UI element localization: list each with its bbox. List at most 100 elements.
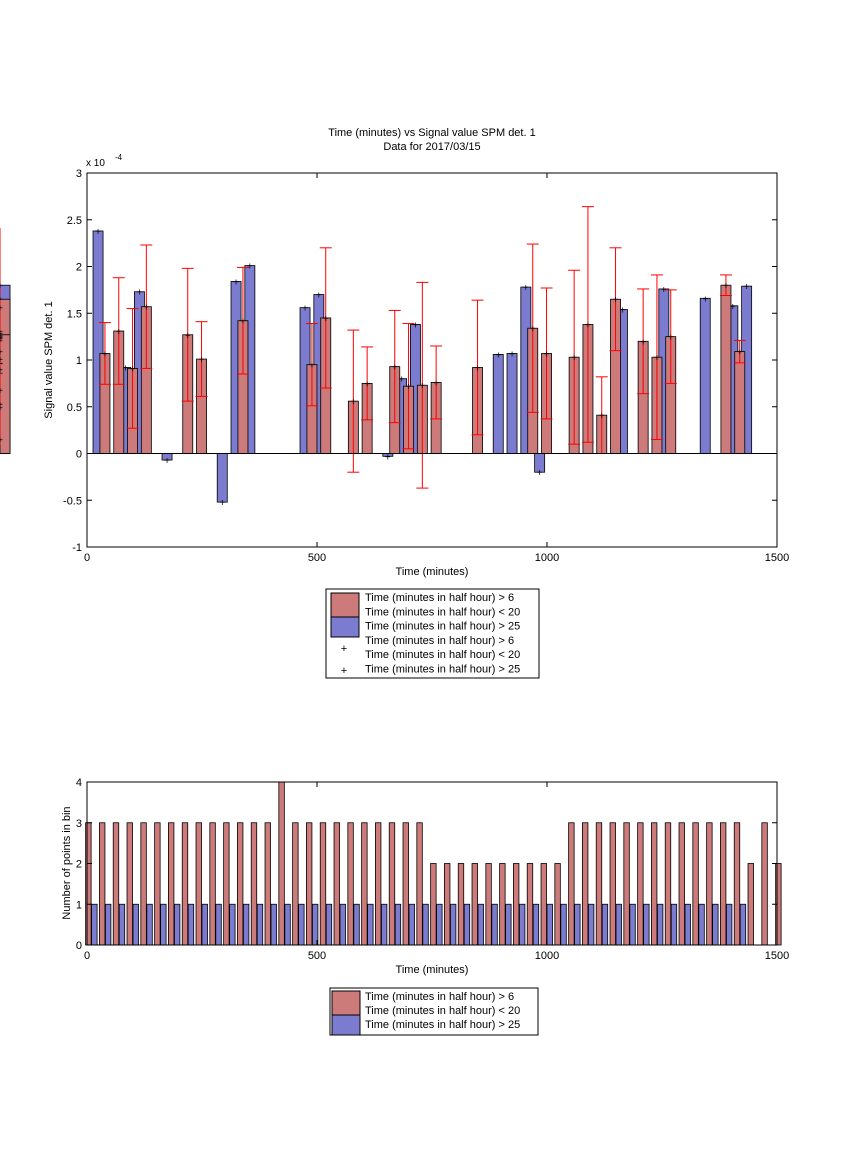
blue-point-marker: + xyxy=(702,294,708,305)
legend-entry: Time (minutes in half hour) > 6 xyxy=(365,635,514,647)
histogram-bar-red xyxy=(444,863,451,946)
red-point-marker: + xyxy=(585,320,591,331)
histogram-bar-red xyxy=(292,822,299,946)
histogram-bar-blue xyxy=(450,903,457,946)
histogram-bar-blue xyxy=(284,903,291,946)
histogram-bar-blue xyxy=(519,903,526,946)
red-point-marker: + xyxy=(475,363,481,374)
legend-entry: Time (minutes in half hour) > 25 xyxy=(365,664,520,676)
histogram-bar-blue xyxy=(146,903,153,946)
red-point-marker: + xyxy=(143,303,149,314)
red-point-marker: + xyxy=(544,349,550,360)
histogram-bar-red xyxy=(582,822,589,946)
histogram-bar-blue xyxy=(588,903,595,946)
histogram-bar-red xyxy=(761,822,768,946)
legend-marker-blue: + xyxy=(341,665,347,677)
legend-entry: Time (minutes in half hour) < 20 xyxy=(365,649,520,661)
x-tick-label: 1000 xyxy=(535,552,559,564)
blue-point-marker: + xyxy=(302,304,308,315)
histogram-bar-blue xyxy=(560,903,567,946)
histogram-bar-red xyxy=(416,822,423,946)
red-point-marker: + xyxy=(102,349,108,360)
red-point-marker: + xyxy=(737,348,743,359)
red-point-marker: + xyxy=(309,361,315,372)
histogram-bar-blue xyxy=(105,903,112,946)
histogram-bar-blue xyxy=(367,903,374,946)
top-legend: + + Time (minutes in half hour) > 6 Time (m… xyxy=(325,588,540,679)
blue-point-marker: + xyxy=(316,291,322,302)
histogram-bar-blue xyxy=(91,903,98,946)
count-histogram: 0 1 2 3 4 0 500 1000 1500 Time (minutes in half h… xyxy=(76,777,789,1036)
blue-point-marker: + xyxy=(399,375,405,386)
blue-point-marker: + xyxy=(523,283,529,294)
legend-swatch-blue xyxy=(331,1014,361,1036)
bottom-xlabel: Time (minutes) xyxy=(396,964,469,976)
histogram-bar-red xyxy=(513,863,520,946)
histogram-bar-red xyxy=(388,822,396,946)
histogram-bar-blue xyxy=(643,903,650,946)
histogram-bar-blue xyxy=(629,903,636,946)
red-point-marker: + xyxy=(0,334,3,345)
legend-entry: Time (minutes in half hour) > 25 xyxy=(365,621,520,633)
legend-entry: Time (minutes in half hour) > 6 xyxy=(365,592,514,604)
blue-point-marker: + xyxy=(385,452,391,463)
chart-subtitle: Data for 2017/03/15 xyxy=(383,141,480,153)
red-point-marker: + xyxy=(419,381,425,392)
blue-point-marker: + xyxy=(0,281,3,292)
histogram-bar-red xyxy=(99,822,106,946)
blue-point-marker: + xyxy=(164,456,170,467)
legend-marker-red: + xyxy=(341,643,347,655)
histogram-bar-blue xyxy=(657,903,664,946)
histogram-bar-red xyxy=(154,822,161,946)
histogram-bar-blue xyxy=(160,903,167,946)
x-tick-label: 0 xyxy=(84,552,90,564)
chart-title: Time (minutes) vs Signal value SPM det. … xyxy=(328,127,535,139)
red-point-marker: + xyxy=(433,378,439,389)
histogram-bar-red xyxy=(85,822,92,946)
y-tick-label: 3 xyxy=(76,818,82,830)
legend-entry: Time (minutes in half hour) < 20 xyxy=(365,1005,520,1017)
y-tick-label: 2 xyxy=(76,262,82,274)
blue-point-marker: + xyxy=(247,262,253,273)
histogram-bar-blue xyxy=(174,903,181,946)
red-bar xyxy=(734,351,746,454)
histogram-bar-blue xyxy=(670,903,678,946)
legend-entry: Time (minutes in half hour) > 25 xyxy=(365,1019,520,1031)
blue-point-marker: + xyxy=(661,285,667,296)
blue-point-marker: + xyxy=(233,277,239,288)
histogram-bar-blue xyxy=(132,903,139,946)
red-point-marker: + xyxy=(640,337,646,348)
red-point-marker: + xyxy=(668,333,674,344)
histogram-bar-red xyxy=(457,863,465,946)
bottom-legend: Time (minutes in half hour) > 6 Time (min… xyxy=(329,987,539,1036)
y-tick-label: 0.5 xyxy=(67,402,82,414)
legend-swatch-red xyxy=(330,592,360,618)
histogram-bar-red xyxy=(678,822,685,946)
histogram-bar-blue xyxy=(463,903,471,946)
histogram-bar-red xyxy=(568,822,575,946)
red-point-marker: + xyxy=(571,353,577,364)
histogram-bar-red xyxy=(209,822,216,946)
histogram-bar-red xyxy=(168,822,175,946)
x-tick-label: 1500 xyxy=(765,950,789,962)
histogram-bar-blue xyxy=(118,903,126,946)
histogram-bar-blue xyxy=(394,903,402,946)
histogram-bar-red xyxy=(540,863,547,946)
red-point-marker: + xyxy=(392,363,398,374)
blue-point-marker: + xyxy=(0,355,3,366)
red-point-marker: + xyxy=(364,379,370,390)
blue-point-marker: + xyxy=(509,349,515,360)
histogram-bar-red xyxy=(375,822,382,946)
red-point-marker: + xyxy=(185,331,191,342)
blue-bar xyxy=(492,353,504,454)
legend-entry: Time (minutes in half hour) < 20 xyxy=(365,606,520,618)
red-point-marker: + xyxy=(116,327,122,338)
histogram-bar-red xyxy=(720,822,727,946)
histogram-bar-red xyxy=(306,822,313,946)
histogram-bar-blue xyxy=(422,903,429,946)
x-tick-label: 1500 xyxy=(765,552,789,564)
y-tick-label: -1 xyxy=(72,542,82,554)
histogram-bar-red xyxy=(471,863,478,946)
histogram-bar-red xyxy=(651,822,658,946)
histogram-bar-red xyxy=(250,822,258,946)
